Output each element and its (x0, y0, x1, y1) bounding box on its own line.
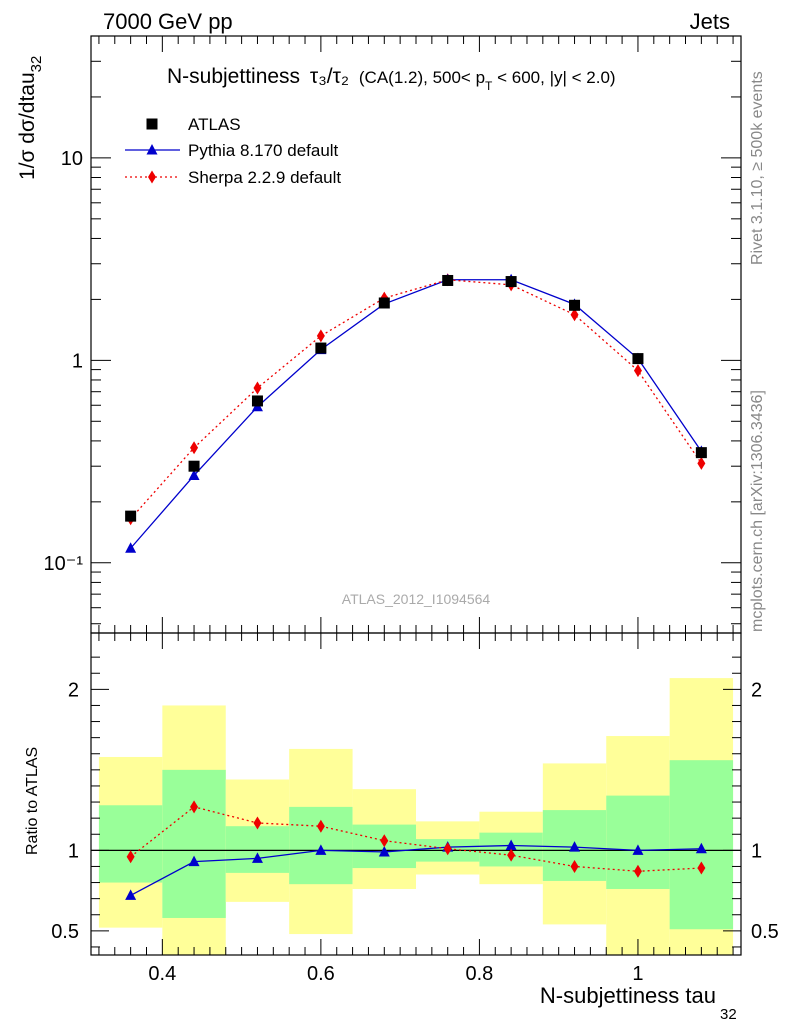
y-tick-label: 1 (68, 840, 79, 862)
ratio-point-sherpa (507, 848, 516, 862)
legend-marker (148, 170, 156, 184)
title-pt-sub: T (485, 79, 493, 93)
data-point-atlas (695, 447, 707, 459)
ratio-point-sherpa (570, 859, 579, 873)
series-line-2 (130, 279, 702, 520)
chart-title: N-subjettiness τ₃/τ₂ (CA(1.2), 500< pT <… (167, 65, 616, 93)
energy-label: 7000 GeV pp (103, 9, 233, 34)
ratio-line-0 (130, 844, 702, 897)
y-tick-label-right: 2 (751, 679, 762, 701)
band-inner-bin (225, 826, 290, 873)
data-point-sherpa (570, 308, 579, 322)
ratio-point-pythia (188, 855, 200, 867)
title-selection-end: < 600, |y| < 2.0) (492, 68, 615, 87)
data-point-atlas (188, 460, 200, 472)
ratio-point-sherpa (316, 819, 325, 833)
rivet-label: Rivet 3.1.10, ≥ 500k events (749, 71, 766, 265)
ratio-point-pythia (505, 839, 517, 851)
legend-marker (146, 144, 158, 155)
title-selection: (CA(1.2), 500< p (359, 68, 485, 87)
x-tick-label: 0.8 (466, 963, 494, 985)
upper-panel: 10⁻¹ 1 10 (44, 35, 742, 634)
y-tick-label-right: 1 (751, 840, 762, 862)
process-label: Jets (690, 9, 730, 34)
ratio-point-pythia (378, 845, 390, 857)
band-inner-bin (98, 805, 163, 883)
data-point-sherpa (633, 364, 642, 378)
ratio-point-pythia (125, 889, 137, 900)
upper-y-axis-label: 1/σ dσ/dtau32 (16, 56, 45, 180)
x-tick-label: 0.6 (307, 963, 335, 985)
band-inner-bin (162, 769, 226, 918)
data-point-sherpa (697, 456, 706, 470)
data-point-atlas (632, 353, 644, 365)
ratio-point-pythia (632, 844, 644, 855)
y-tick-label: 10⁻¹ (44, 553, 84, 575)
legend-marker (146, 118, 158, 130)
ratio-point-sherpa (697, 861, 706, 875)
legend-label: ATLAS (188, 115, 241, 134)
ratio-line-1 (130, 806, 702, 872)
ratio-point-pythia (251, 852, 263, 863)
legend-label: Pythia 8.170 default (188, 141, 339, 160)
ratio-point-sherpa (380, 834, 389, 848)
data-point-sherpa (190, 441, 199, 455)
x-axis-label-sub: 32 (720, 1006, 737, 1023)
y-tick-label: 1 (72, 350, 83, 372)
legend-label: Sherpa 2.2.9 default (188, 168, 341, 187)
ratio-point-sherpa (126, 850, 135, 864)
legend: ATLAS Pythia 8.170 default Sherpa 2.2.9 de… (125, 115, 341, 187)
data-point-sherpa (253, 381, 262, 395)
data-point-pythia (125, 542, 137, 553)
title-main: N-subjettiness (167, 65, 300, 88)
ratio-point-pythia (315, 844, 327, 855)
ratio-point-sherpa (633, 864, 642, 878)
data-point-pythia (188, 469, 200, 480)
y-tick-label: 0.5 (51, 921, 79, 943)
lower-y-axis-label: Ratio to ATLAS (24, 747, 41, 855)
x-tick-label: 0.4 (148, 963, 176, 985)
data-point-atlas (505, 276, 517, 288)
series-line-1 (130, 279, 702, 549)
source-label: mcplots.cern.ch [arXiv:1306.3436] (749, 390, 766, 632)
data-point-atlas (125, 510, 137, 522)
data-point-atlas (251, 395, 263, 407)
analysis-watermark: ATLAS_2012_I1094564 (342, 591, 491, 607)
y-tick-label: 10 (61, 148, 83, 170)
y-tick-label: 2 (68, 679, 79, 701)
data-point-atlas (315, 342, 327, 354)
data-point-atlas (569, 299, 581, 311)
ratio-point-sherpa (190, 800, 199, 814)
data-point-atlas (442, 274, 454, 286)
x-tick-label: 1 (632, 963, 643, 985)
ratio-point-sherpa (253, 816, 262, 830)
data-point-atlas (378, 297, 390, 309)
data-point-sherpa (316, 329, 325, 343)
lower-panel: 0.4 0.6 0.8 1 0.5 0.5 1 1 2 2 (51, 632, 779, 985)
ratio-point-pythia (569, 841, 581, 852)
y-tick-label-right: 0.5 (751, 921, 779, 943)
ratio-point-sherpa (443, 842, 452, 856)
ratio-point-pythia (695, 842, 707, 854)
x-axis-label: N-subjettiness tau (540, 983, 716, 1008)
title-ratio: τ₃/τ₂ (310, 65, 349, 88)
